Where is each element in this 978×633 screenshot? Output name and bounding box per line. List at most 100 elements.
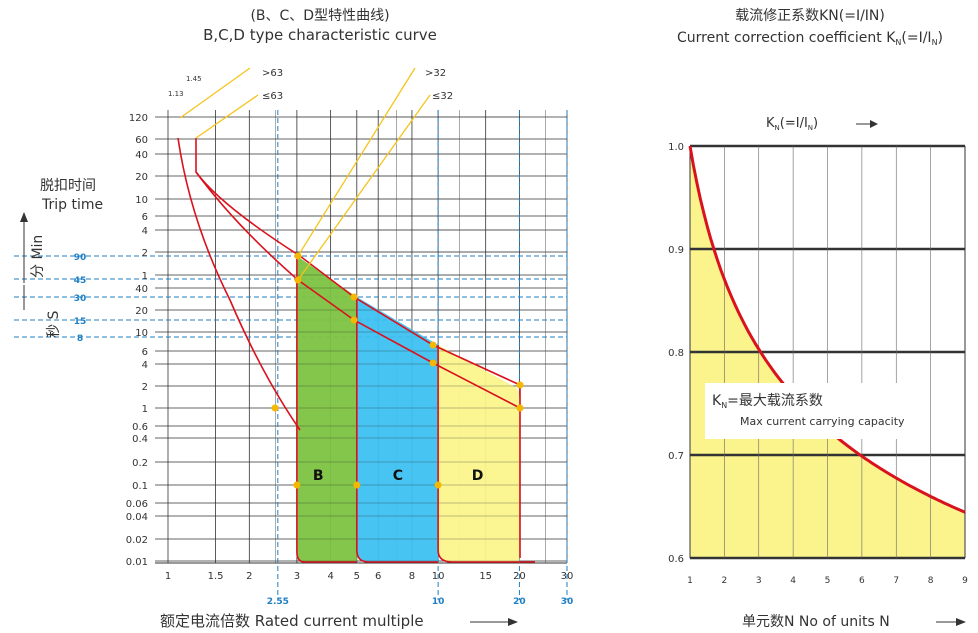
left-ymark-blue-2: 30 bbox=[74, 294, 87, 304]
marker-dot-8 bbox=[293, 481, 301, 489]
left-ymark-blue-3: 15 bbox=[74, 317, 87, 327]
right-subtitle-sub1: N bbox=[895, 38, 901, 47]
right-subtitle: Current correction coefficient KN(=I/IN) bbox=[677, 30, 943, 47]
annotation-gt32: >32 bbox=[425, 68, 446, 79]
left-xtick-7: 8 bbox=[409, 571, 415, 582]
right-subtitle-sub2: N bbox=[932, 38, 938, 47]
curve-thermal-low bbox=[177, 137, 301, 431]
left-xtick-1: 1.5 bbox=[208, 571, 224, 582]
right-legend-prefix: K bbox=[712, 393, 722, 409]
annotation-gt63: >63 bbox=[262, 68, 283, 79]
right-subtitle-suffix: ) bbox=[938, 30, 943, 46]
left-xtick-11: 30 bbox=[561, 571, 574, 582]
left-ytick-sec-9: 0.2 bbox=[132, 458, 148, 469]
marker-dot-2 bbox=[350, 293, 358, 301]
right-xtick-7: 8 bbox=[928, 576, 934, 586]
left-ytick-min-6: 4 bbox=[142, 226, 148, 237]
left-xtick-10: 20 bbox=[513, 571, 526, 582]
right-ytick-0: 1.0 bbox=[668, 142, 684, 153]
marker-dot-9 bbox=[353, 481, 361, 489]
marker-dot-3 bbox=[350, 316, 358, 324]
left-min-arrow-head bbox=[20, 212, 28, 222]
left-xtick-9: 15 bbox=[479, 571, 492, 582]
left-ylabel-en: Trip time bbox=[41, 197, 103, 213]
left-xtick-blue-3: 30 bbox=[561, 597, 574, 607]
left-xtick-2: 2 bbox=[246, 571, 252, 582]
left-ytick-sec-7: 0.6 bbox=[132, 422, 148, 433]
left-ytick-sec-12: 0.04 bbox=[126, 512, 148, 523]
right-xtick-5: 6 bbox=[859, 576, 865, 586]
right-subtitle-mid: (=I/I bbox=[901, 30, 931, 46]
left-subtitle: B,C,D type characteristic curve bbox=[203, 26, 437, 44]
left-xlabel-arrow-head bbox=[508, 618, 518, 626]
right-legend-sub: N bbox=[721, 401, 727, 410]
yel-line-3 bbox=[179, 67, 251, 119]
left-xtick-blue-1: 10 bbox=[432, 597, 445, 607]
region-C bbox=[356, 297, 439, 562]
left-curves bbox=[177, 67, 535, 563]
left-xtick-4: 4 bbox=[327, 571, 333, 582]
right-legend-en: Max current carrying capacity bbox=[740, 415, 905, 428]
annotation-le32: ≤32 bbox=[432, 91, 453, 102]
right-legend-bg bbox=[705, 383, 905, 439]
right-xtick-1: 2 bbox=[722, 576, 728, 586]
left-chart: (B、C、D型特性曲线) B,C,D type characteristic c… bbox=[14, 8, 573, 630]
curve-D-edge bbox=[437, 345, 535, 563]
marker-dot-10 bbox=[434, 481, 442, 489]
right-xlabel: 单元数N No of units N bbox=[742, 614, 890, 630]
left-ytick-min-0: 120 bbox=[129, 113, 148, 124]
right-legend-box: KN=最大载流系数 Max current carrying capacity bbox=[705, 383, 905, 439]
left-ytick-sec-4: 4 bbox=[142, 360, 148, 371]
right-legend-main: KN=最大载流系数 bbox=[712, 393, 823, 410]
left-regions: B C D bbox=[296, 116, 520, 562]
left-ymark-blue-4: 8 bbox=[77, 334, 83, 344]
region-C-label: C bbox=[393, 468, 403, 484]
left-xtick-6: 6 bbox=[375, 571, 381, 582]
right-axis-top-arrow-head bbox=[870, 120, 878, 128]
top-label-145: 1.45 bbox=[186, 75, 202, 83]
right-xtick-4: 5 bbox=[825, 576, 831, 586]
right-ytick-2: 0.8 bbox=[668, 348, 684, 359]
right-xtick-2: 3 bbox=[756, 576, 762, 586]
left-ytick-sec-10: 0.1 bbox=[132, 481, 148, 492]
left-ytick-min-8: 1 bbox=[142, 271, 148, 282]
right-ytick-4: 0.6 bbox=[668, 554, 684, 565]
yel-line-1 bbox=[297, 67, 416, 257]
left-ytick-sec-6: 1 bbox=[142, 404, 148, 415]
yel-line-2 bbox=[297, 94, 431, 281]
left-xtick-3: 3 bbox=[294, 571, 300, 582]
right-axis-top-suffix: ) bbox=[813, 116, 818, 131]
right-xtick-3: 4 bbox=[790, 576, 796, 586]
left-sec-label: 秒 S bbox=[46, 311, 62, 338]
left-xlabel: 额定电流倍数 Rated current multiple bbox=[160, 612, 424, 630]
left-ytick-sec-2: 10 bbox=[135, 328, 148, 339]
right-subtitle-prefix: Current correction coefficient K bbox=[677, 30, 896, 46]
region-D-label: D bbox=[472, 468, 484, 484]
left-ytick-sec-0: 40 bbox=[135, 284, 148, 295]
right-ytick-3: 0.7 bbox=[668, 451, 684, 462]
right-axis-top-label: KN(=I/IN) bbox=[766, 116, 818, 132]
right-axis-top-mid: (=I/I bbox=[780, 116, 808, 131]
right-axis-top-sub2: N bbox=[808, 124, 813, 132]
right-axis-top-prefix: K bbox=[766, 116, 775, 131]
right-xtick-0: 1 bbox=[687, 576, 693, 586]
left-ytick-min-4: 10 bbox=[135, 195, 148, 206]
right-plot: 1.0 0.9 0.8 0.7 0.6 1 2 3 4 5 6 7 8 9 bbox=[668, 142, 968, 586]
marker-dot-4 bbox=[429, 341, 437, 349]
right-ytick-1: 0.9 bbox=[668, 245, 684, 256]
region-D bbox=[438, 345, 520, 562]
curve-C-edge bbox=[356, 297, 439, 563]
right-xtick-8: 9 bbox=[962, 576, 968, 586]
left-xtick-0: 1 bbox=[165, 571, 171, 582]
left-ymark-blue-1: 45 bbox=[74, 276, 87, 286]
marker-dot-11 bbox=[271, 404, 279, 412]
left-min-label: 分 Min bbox=[30, 235, 46, 278]
left-xtick-8: 10 bbox=[432, 571, 445, 582]
left-ticks: >63≤63>32≤321.131.4512060402010642140201… bbox=[74, 68, 574, 607]
yel-line-4 bbox=[195, 94, 259, 139]
marker-dot-1 bbox=[294, 276, 302, 284]
left-ytick-min-7: 2 bbox=[142, 248, 148, 259]
marker-dot-0 bbox=[294, 252, 302, 260]
marker-dot-6 bbox=[516, 381, 524, 389]
left-xtick-blue-2: 20 bbox=[513, 597, 526, 607]
